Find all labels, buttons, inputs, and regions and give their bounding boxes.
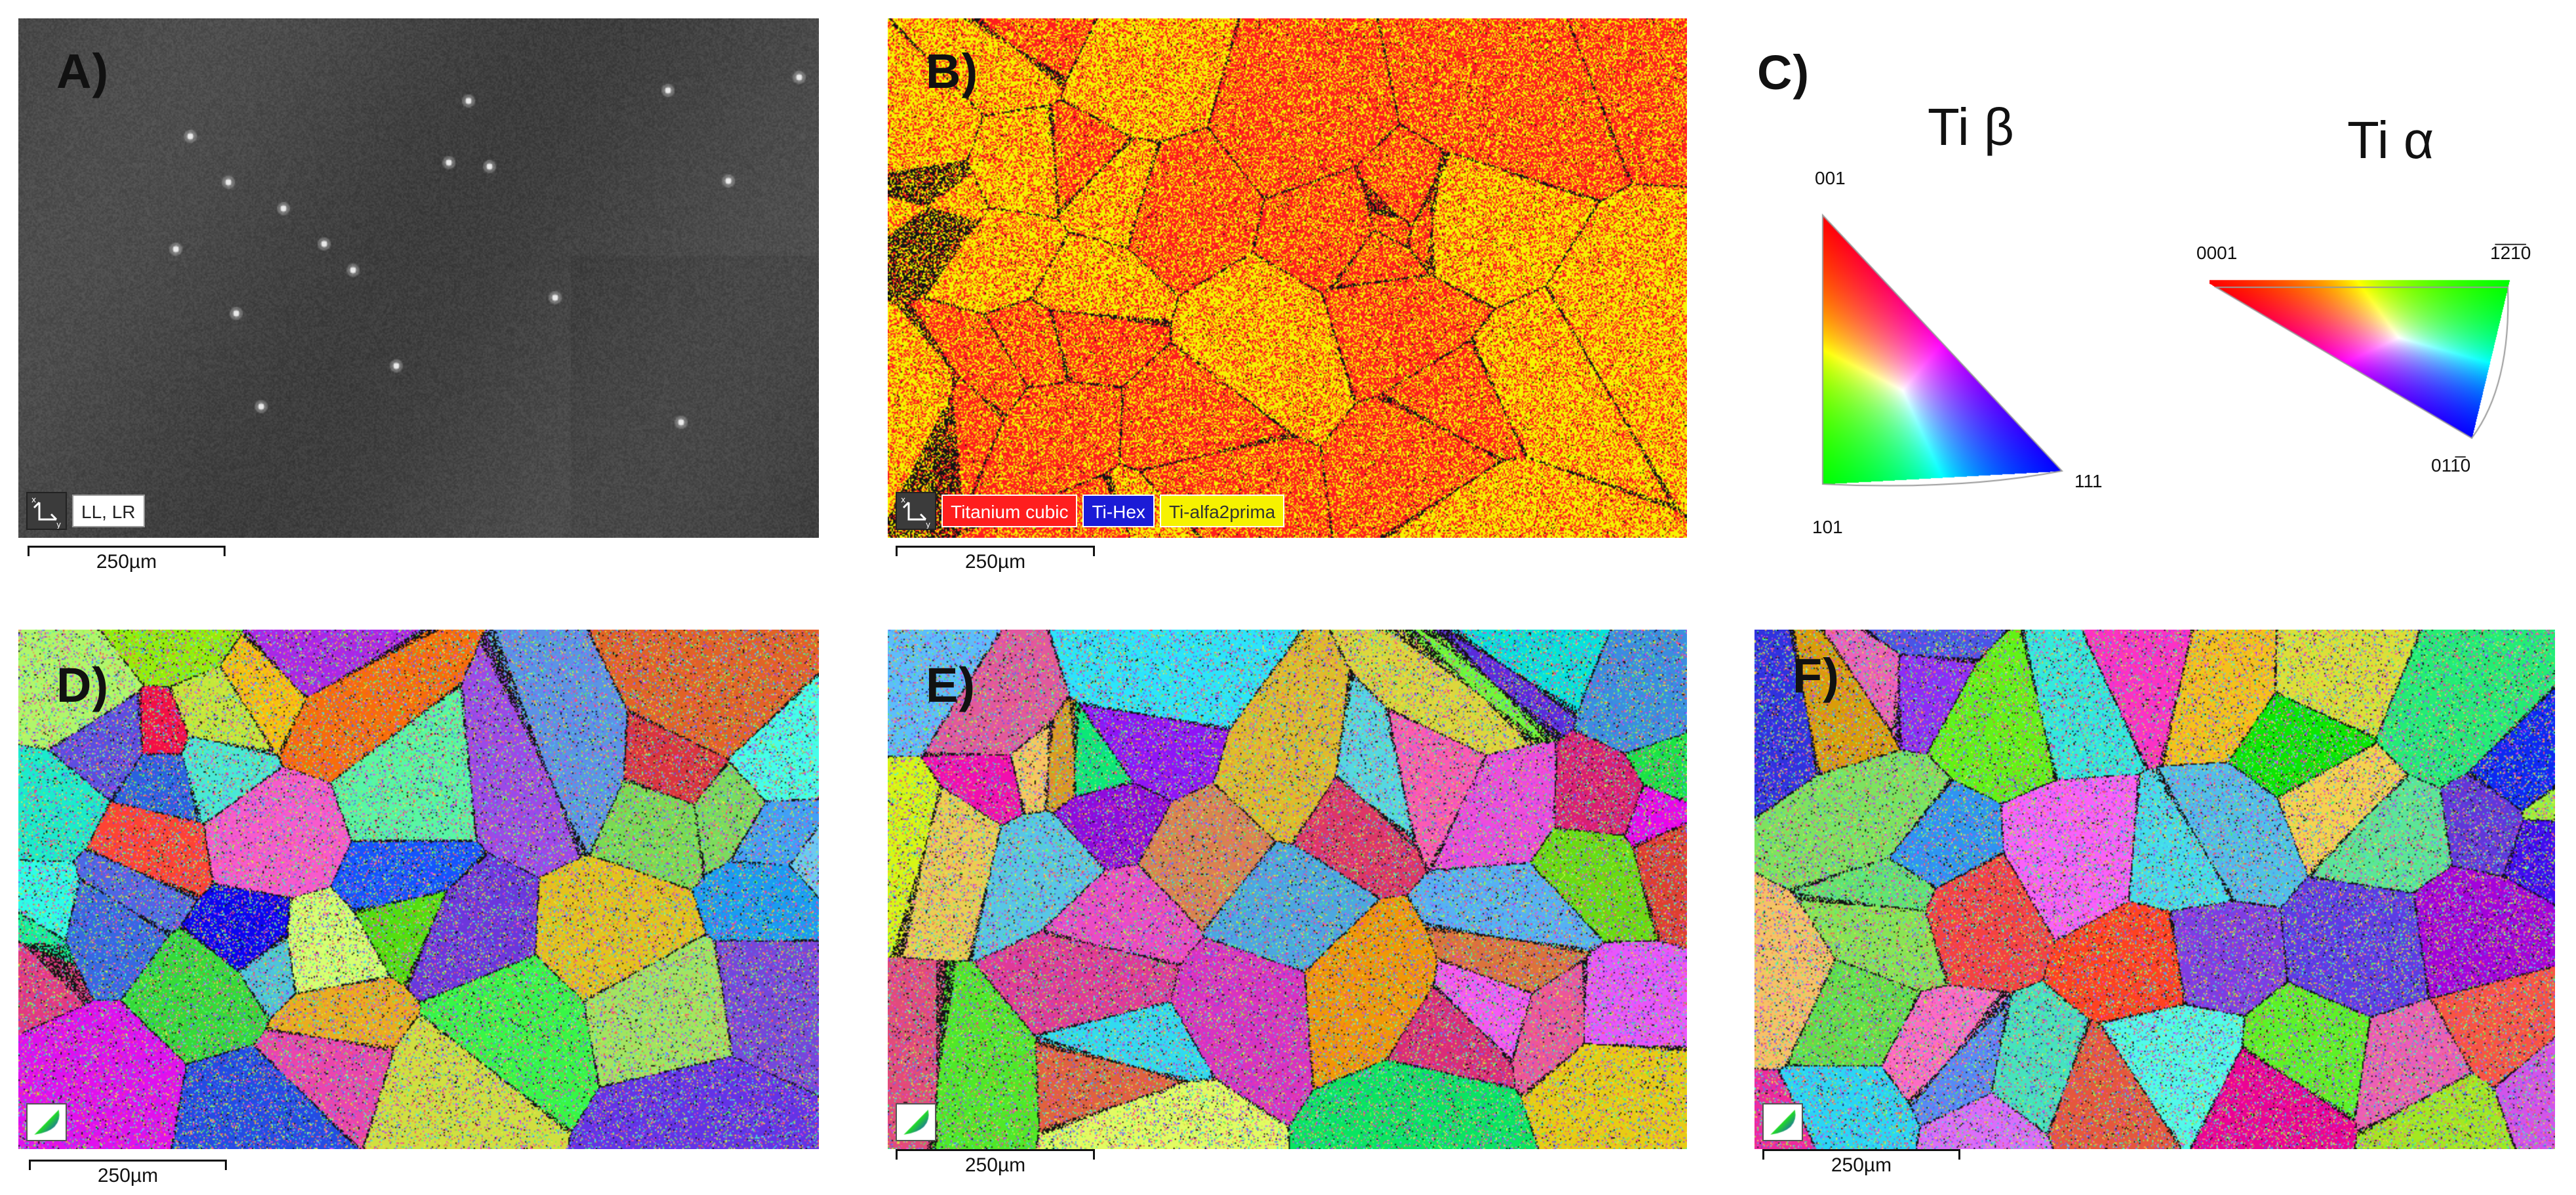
scale-bar-a: 250µm — [28, 546, 226, 573]
scale-bar-d: 250µm — [29, 1160, 227, 1186]
panel-label-c: C) — [1757, 45, 1810, 100]
panel-label-b: B) — [926, 44, 979, 98]
pole-111: 111 — [2074, 471, 2103, 491]
ipf-key-icon[interactable] — [896, 1103, 936, 1141]
ipf-map-d-panel: D) xy — [18, 630, 819, 1149]
sem-image — [18, 18, 819, 538]
toolbar-f: xy — [1762, 1103, 1803, 1141]
ipf-legend-panel: C) Ti β 001 101 111 Ti α 0001 1̅2̅​1̅0 0… — [1731, 18, 2564, 556]
pole-1210: 1̅2̅​1̅0 — [2490, 243, 2531, 263]
ipf-map-e-panel: E) xy — [888, 630, 1687, 1149]
ipf-orientation-map-d — [18, 630, 819, 1149]
phase-chip-titanium-cubic[interactable]: Titanium cubic — [941, 495, 1078, 527]
svg-text:x: x — [901, 495, 905, 504]
toolbar-d: xy — [26, 1103, 67, 1141]
ipf-triangle-beta — [1810, 195, 2072, 510]
toolbar-e: xy — [896, 1103, 936, 1141]
panel-label-e: E) — [926, 658, 976, 712]
ipf-key-icon[interactable] — [26, 1103, 67, 1141]
scale-bar-e: 250µm — [896, 1149, 1095, 1176]
ipf-key-icon[interactable] — [1762, 1103, 1803, 1141]
detector-badge[interactable]: LL, LR — [72, 495, 145, 527]
phase-map — [888, 18, 1687, 538]
pole-001: 001 — [1815, 168, 1846, 188]
scale-label-d: 250µm — [97, 1165, 159, 1186]
scale-bar-b: 250µm — [896, 546, 1095, 573]
pole-101: 101 — [1812, 517, 1843, 537]
panel-label-d: D) — [56, 658, 109, 712]
pole-0110: 011̅0 — [2431, 455, 2471, 476]
phase-chip-ti-alfa2prima[interactable]: Ti-alfa2prima — [1159, 495, 1285, 527]
ipf-orientation-map-e — [888, 630, 1687, 1149]
scale-label-b: 250µm — [964, 551, 1026, 573]
ti-alpha-title: Ti α — [2347, 111, 2434, 169]
pole-0001: 0001 — [2196, 243, 2238, 263]
svg-text:y: y — [926, 520, 930, 529]
ipf-map-f-panel: F) xy — [1754, 630, 2555, 1149]
scale-label-f: 250µm — [1831, 1154, 1892, 1176]
scale-label-a: 250µm — [96, 551, 157, 573]
phase-chip-ti-hex[interactable]: Ti-Hex — [1082, 495, 1155, 527]
ipf-triangle-alpha — [2209, 274, 2518, 458]
panel-label-f: F) — [1793, 649, 1840, 703]
svg-text:y: y — [56, 520, 61, 529]
panel-label-a: A) — [56, 44, 109, 98]
svg-text:x: x — [31, 495, 36, 504]
ipf-orientation-map-f — [1754, 630, 2555, 1149]
scale-label-e: 250µm — [964, 1154, 1026, 1176]
scale-bar-f: 250µm — [1762, 1149, 1960, 1176]
ti-beta-title: Ti β — [1928, 98, 2014, 156]
